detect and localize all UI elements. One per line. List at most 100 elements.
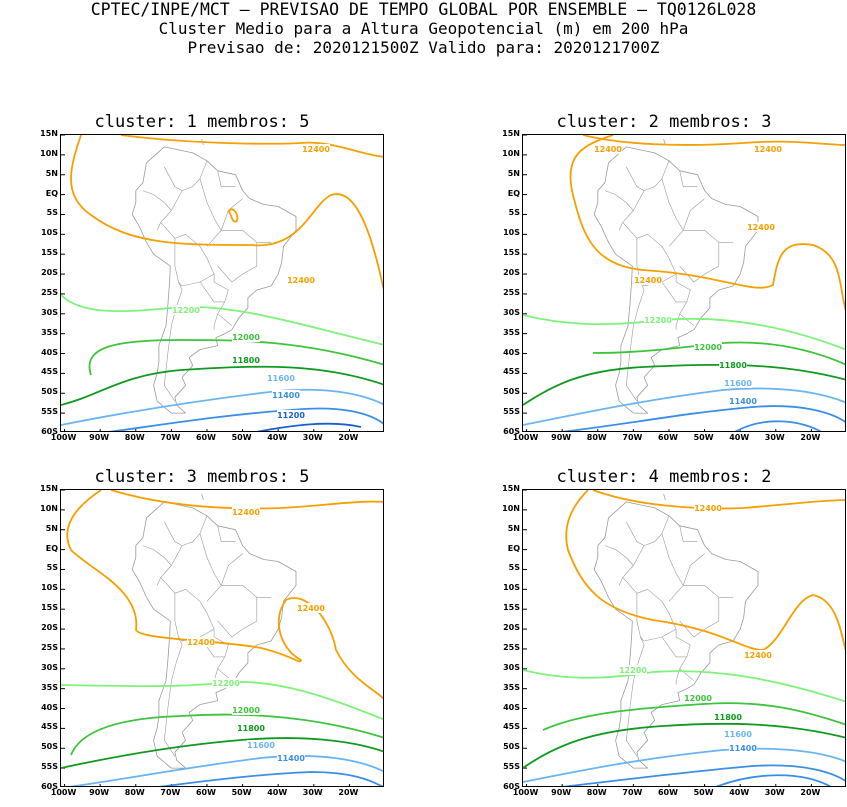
contour-label: 12400 <box>594 145 622 154</box>
country-border <box>618 160 670 231</box>
contour-label-bg <box>619 665 647 675</box>
lat-tick-label: 35S <box>503 682 520 692</box>
country-border <box>679 525 698 542</box>
lat-tick-label: 40S <box>41 347 58 357</box>
lat-tick-label: 55S <box>503 762 520 772</box>
lon-tick-label: 80W <box>586 788 607 797</box>
lat-tick-label: 20S <box>41 623 58 633</box>
contour-label-bg <box>187 637 215 647</box>
lat-tick-label: 45S <box>503 367 520 377</box>
lat-tick-label: 45S <box>503 722 520 732</box>
lon-tick-label: 60W <box>657 433 678 442</box>
contour-label: 11200 <box>277 411 305 420</box>
panel-title: cluster: 4 membros: 2 <box>556 467 772 487</box>
geopotential-contour <box>68 755 383 786</box>
country-border <box>626 281 645 402</box>
contour-label-bg <box>277 753 305 763</box>
lat-tick-label: EQ <box>45 543 58 553</box>
geopotential-contour <box>66 490 383 700</box>
panel-title: cluster: 1 membros: 5 <box>94 112 310 132</box>
header-title: CPTEC/INPE/MCT – PREVISAO DE TEMPO GLOBA… <box>90 0 757 19</box>
geopotential-contour <box>61 388 383 426</box>
geopotential-contour <box>523 669 845 703</box>
country-border <box>618 515 670 586</box>
lat-tick-label: 5N <box>507 168 520 178</box>
contour-label-bg <box>694 342 722 352</box>
lat-tick-label: 50S <box>503 742 520 752</box>
lat-tick-label: 20S <box>503 623 520 633</box>
country-border <box>142 545 172 566</box>
contour-label-bg <box>232 705 260 715</box>
country-border <box>156 160 208 231</box>
lon-tick-label: 60W <box>657 788 678 797</box>
contour-label: 12200 <box>172 306 200 315</box>
map-frame: 12400 12400 12400 12200 12000 11800 11600 11400 <box>60 489 384 787</box>
lon-tick-label: 30W <box>764 788 785 797</box>
lat-tick-label: 35S <box>41 327 58 337</box>
lat-tick-label: 50S <box>41 742 58 752</box>
geopotential-contour <box>592 341 845 366</box>
lat-tick-label: 25S <box>41 642 58 652</box>
geopotential-contour <box>582 135 845 146</box>
lat-tick-label: 40S <box>503 702 520 712</box>
geopotential-contour <box>523 747 845 783</box>
lat-tick-label: 55S <box>41 762 58 772</box>
lon-tick-label: 20W <box>800 788 821 797</box>
contour-label: 12400 <box>297 604 325 613</box>
country-border <box>217 242 258 283</box>
lon-tick-label: 80W <box>124 788 145 797</box>
map-frame: 12400 12400 12200 12000 11800 11600 11400 <box>522 489 846 787</box>
cluster-panel-2: cluster: 2 membros: 3 15N 10N 5N EQ 5S 10S 15S 2… <box>464 112 847 452</box>
country-border <box>622 222 677 282</box>
panel-title: cluster: 2 membros: 3 <box>556 112 772 132</box>
lat-tick-label: 60S <box>41 782 58 791</box>
country-border <box>679 656 695 681</box>
lon-tick-label: 90W <box>89 788 110 797</box>
contour-label-bg <box>237 723 265 733</box>
contour-label: 12400 <box>634 276 662 285</box>
lon-tick-label: 60W <box>195 788 216 797</box>
geopotential-contour <box>523 722 845 769</box>
geopotential-contour <box>61 294 383 346</box>
contour-label: 12400 <box>302 145 330 154</box>
lat-tick-label: 5S <box>508 208 520 218</box>
lat-tick-label: 45S <box>41 722 58 732</box>
country-border <box>679 242 720 283</box>
lat-tick-label: 15N <box>502 484 520 493</box>
lon-tick-label: 20W <box>338 433 359 442</box>
lat-tick-label: EQ <box>45 188 58 198</box>
country-border <box>206 585 272 602</box>
lat-tick-label: EQ <box>507 543 520 553</box>
geopotential-contour <box>109 407 383 431</box>
contour-label: 12000 <box>232 706 260 715</box>
contour-label: 11800 <box>719 361 747 370</box>
cluster-panel-1: cluster: 1 membros: 5 15N 10N 5N EQ 5S 10S 15S 2… <box>2 112 402 452</box>
lon-tick-label: 60W <box>195 433 216 442</box>
lon-tick-label: 50W <box>231 788 252 797</box>
lat-tick-label: EQ <box>507 188 520 198</box>
country-border <box>668 585 734 602</box>
map-frame: 12400 12400 12200 12000 11800 11600 11400 11200 <box>60 134 384 432</box>
cluster-panel-3: cluster: 3 membros: 5 15N 10N 5N EQ 5S 10S 15S 2… <box>2 467 402 807</box>
country-border <box>164 636 183 757</box>
lon-tick-label: 50W <box>231 433 252 442</box>
contour-label-bg <box>287 275 315 285</box>
lat-tick-label: 5S <box>46 208 58 218</box>
lat-tick-label: 30S <box>503 662 520 672</box>
contour-label: 11800 <box>232 356 260 365</box>
lat-tick-label: 15S <box>503 248 520 258</box>
contour-label-bg <box>267 373 295 383</box>
lat-tick-label: 25S <box>503 642 520 652</box>
contour-label-bg <box>172 305 200 315</box>
country-border <box>679 301 695 326</box>
contour-label: 12400 <box>232 508 260 517</box>
caribbean-island <box>201 493 204 501</box>
contour-label: 11800 <box>237 724 265 733</box>
lat-tick-label: 50S <box>41 387 58 397</box>
lon-tick-label: 40W <box>267 788 288 797</box>
contour-label-bg <box>644 315 672 325</box>
lat-tick-label: 20S <box>41 268 58 278</box>
lat-tick-label: 10S <box>41 228 58 238</box>
lon-tick-label: 70W <box>622 433 643 442</box>
coastline <box>593 501 759 769</box>
